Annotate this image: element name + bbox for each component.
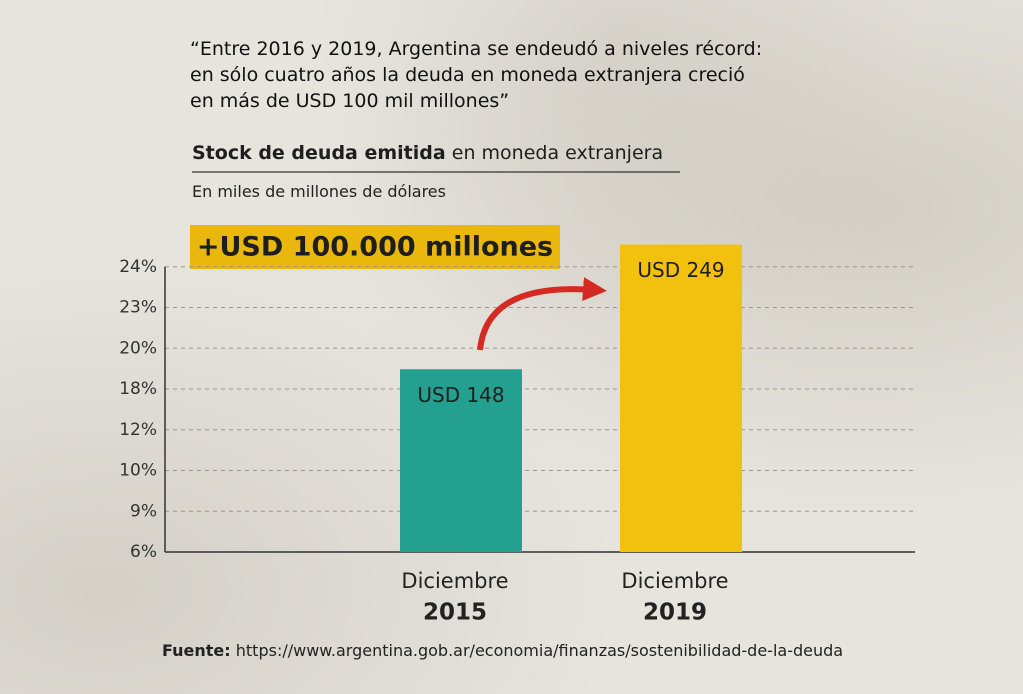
- chart-title: Stock de deuda emitida en moneda extranj…: [192, 142, 663, 164]
- value-label: USD 249: [637, 258, 724, 282]
- y-tick-label: 24%: [119, 257, 157, 277]
- annotation-box: [190, 225, 560, 269]
- y-tick-label: 20%: [119, 338, 157, 358]
- subtitle: En miles de millones de dólares: [192, 182, 446, 201]
- y-tick-label: 18%: [119, 379, 157, 399]
- value-label: USD 148: [417, 383, 504, 407]
- y-tick-label: 12%: [119, 420, 157, 440]
- x-tick-label: 2019: [643, 600, 707, 626]
- title-rest: en moneda extranjera: [451, 142, 664, 164]
- x-tick-label: 2015: [423, 600, 487, 626]
- y-tick-label: 10%: [119, 461, 157, 481]
- x-tick-label: Diciembre: [621, 569, 728, 593]
- y-tick-label: 9%: [130, 501, 157, 521]
- annotation: +USD 100.000 millones: [197, 232, 553, 263]
- source: Fuente: https://www.argentina.gob.ar/eco…: [162, 641, 843, 660]
- y-tick-label: 23%: [119, 298, 157, 318]
- x-tick-label: Diciembre: [401, 569, 508, 593]
- bar: [620, 244, 742, 553]
- source-url: https://www.argentina.gob.ar/economia/fi…: [235, 641, 844, 660]
- arrow: [477, 277, 607, 351]
- y-tick-label: 6%: [130, 542, 157, 562]
- quote: “Entre 2016 y 2019, Argentina se endeudó…: [190, 38, 763, 112]
- bar: [400, 369, 522, 552]
- title-bold: Stock de deuda emitida: [192, 142, 446, 164]
- source-label: Fuente:: [162, 641, 231, 660]
